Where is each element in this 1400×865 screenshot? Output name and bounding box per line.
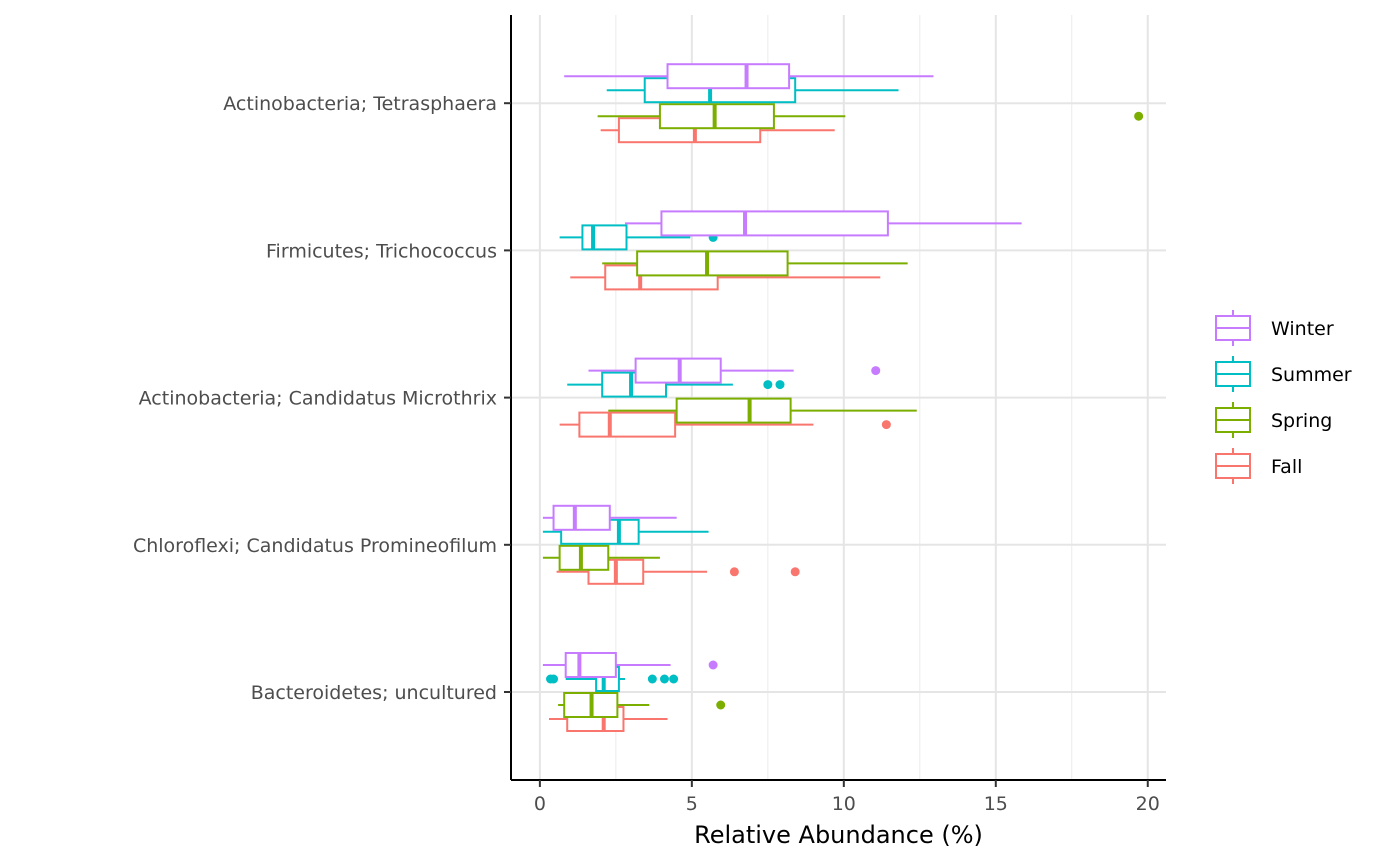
box-spring	[558, 692, 726, 718]
box-fall	[559, 411, 891, 438]
legend-label: Summer	[1271, 364, 1352, 386]
axes: 0 5 10 15 20 Bacteroidetes; uncultured Chlorof…	[133, 15, 1166, 815]
box-iqr	[658, 103, 775, 130]
box-summer	[559, 224, 718, 251]
outlier-point	[716, 700, 726, 710]
outlier-point	[1134, 111, 1144, 121]
legend-item-fall: Fall	[1215, 448, 1302, 484]
x-tick-label: 20	[1136, 793, 1160, 815]
x-axis-title: Relative Abundance (%)	[694, 821, 983, 849]
x-tick-label: 15	[984, 793, 1008, 815]
y-tick-label: Actinobacteria; Tetrasphaera	[223, 93, 497, 115]
legend-label: Winter	[1271, 318, 1334, 340]
box-iqr	[552, 504, 611, 531]
box-spring	[597, 103, 1144, 130]
y-tick-label: Chloroflexi; Candidatus Promineofilum	[133, 535, 497, 557]
legend-item-spring: Spring	[1215, 402, 1332, 438]
legend-item-summer: Summer	[1215, 356, 1352, 392]
legend-label: Spring	[1271, 410, 1332, 432]
box-winter	[588, 357, 881, 384]
x-tick-label: 0	[534, 793, 546, 815]
outlier-point	[790, 567, 800, 577]
outlier-point	[669, 674, 679, 684]
box-winter	[542, 504, 677, 531]
box-winter	[624, 210, 1022, 237]
box-spring	[542, 544, 660, 571]
box-winter	[542, 652, 718, 678]
box-iqr	[564, 652, 617, 678]
y-tick-label: Firmicutes; Trichococcus	[266, 240, 497, 262]
outlier-point	[763, 380, 773, 390]
box-spring	[602, 250, 908, 277]
box-iqr	[660, 210, 889, 237]
legend-label: Fall	[1271, 456, 1302, 478]
box-series	[542, 63, 1144, 732]
x-tick-label: 5	[686, 793, 698, 815]
box-summer	[567, 371, 785, 398]
outlier-point	[659, 674, 669, 684]
box-winter	[564, 63, 934, 90]
outlier-point	[881, 420, 891, 430]
y-tick-label: Actinobacteria; Candidatus Microthrix	[139, 388, 497, 410]
outlier-point	[729, 567, 739, 577]
box-iqr	[558, 544, 610, 571]
y-tick-label: Bacteroidetes; uncultured	[251, 682, 497, 704]
outlier-point	[549, 674, 559, 684]
outlier-point	[708, 660, 718, 670]
x-tick-label: 10	[832, 793, 856, 815]
legend: Winter Summer Spring Fall	[1215, 310, 1352, 484]
box-spring	[608, 397, 917, 424]
legend-item-winter: Winter	[1215, 310, 1334, 346]
outlier-point	[871, 366, 881, 376]
box-iqr	[581, 224, 628, 251]
box-iqr	[636, 250, 789, 277]
outlier-point	[775, 380, 785, 390]
box-iqr	[578, 411, 677, 438]
box-iqr	[675, 397, 792, 424]
box-iqr	[666, 63, 791, 90]
gridlines	[511, 15, 1166, 780]
outlier-point	[647, 674, 657, 684]
